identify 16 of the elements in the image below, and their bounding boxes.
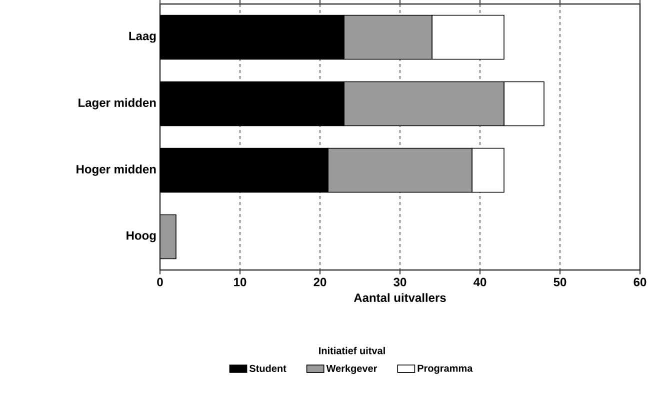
x-tick-label: 0	[157, 278, 163, 286]
x-tick-label: 50	[554, 278, 566, 286]
legend-label: Programma	[418, 364, 473, 374]
x-tick-label: 30	[394, 278, 406, 286]
y-tick-label: Hoger midden	[76, 164, 156, 176]
x-axis-title: Aantal uitvallers	[354, 293, 446, 302]
x-tick-label: 40	[474, 278, 486, 286]
y-tick-label: Laag	[129, 32, 156, 43]
x-tick-label: 10	[234, 278, 246, 286]
y-tick-label: Lager midden	[78, 98, 156, 110]
legend-title: Initiatief uitval	[319, 346, 385, 354]
x-tick-label: 20	[314, 278, 326, 286]
legend-label: Werkgever	[326, 364, 378, 374]
legend-label: Student	[249, 364, 286, 372]
y-tick-label: Hoog	[126, 231, 156, 242]
x-tick-label: 60	[634, 278, 646, 286]
